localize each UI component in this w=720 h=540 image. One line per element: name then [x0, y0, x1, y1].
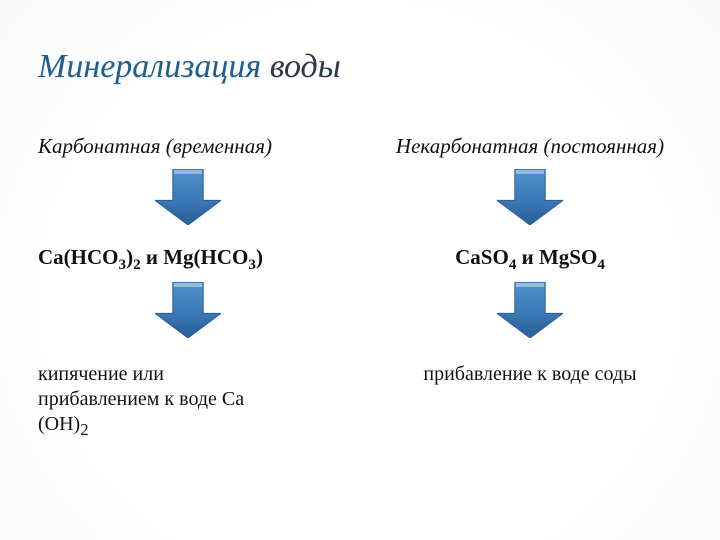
arrow-down-icon — [155, 282, 221, 338]
arrow-down-icon — [497, 169, 563, 225]
method-carbonate: кипячение илиприбавлением к воде Ca(OH)2 — [38, 362, 244, 441]
arrow-noncarbonate-2-wrap — [370, 282, 690, 338]
arrow-noncarbonate-1-wrap — [370, 169, 690, 225]
arrow-carbonate-1-wrap — [38, 169, 338, 225]
heading-noncarbonate: Некарбонатная (постоянная) — [396, 134, 664, 159]
arrow-carbonate-2-wrap — [38, 282, 338, 338]
title-word-1: Минерализация — [38, 48, 261, 85]
column-carbonate: Карбонатная (временная) Ca(HCO3)2 и Mg(H… — [38, 134, 338, 441]
column-noncarbonate: Некарбонатная (постоянная) CaSO4 и MgSO4… — [370, 134, 690, 387]
title-word-2: воды — [270, 48, 341, 85]
formula-noncarbonate: CaSO4 и MgSO4 — [455, 245, 605, 274]
slide-title: Минерализация воды — [38, 48, 341, 86]
arrow-down-icon — [155, 169, 221, 225]
method-carbonate-text: кипячение илиприбавлением к воде Ca(OH)2 — [38, 363, 244, 435]
arrow-down-icon — [497, 282, 563, 338]
method-noncarbonate: прибавление к воде соды — [423, 362, 636, 387]
heading-carbonate: Карбонатная (временная) — [38, 134, 272, 159]
slide-root: Минерализация воды Карбонатная (временна… — [0, 0, 720, 540]
formula-carbonate: Ca(HCO3)2 и Mg(HCO3) — [38, 245, 263, 274]
